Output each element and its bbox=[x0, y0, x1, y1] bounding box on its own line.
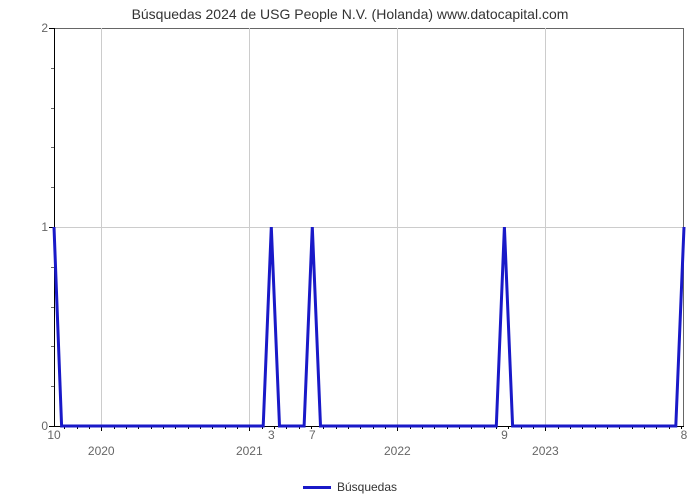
x-tick-label: 2021 bbox=[236, 444, 263, 458]
legend-swatch bbox=[303, 486, 331, 489]
chart-title: Búsquedas 2024 de USG People N.V. (Holan… bbox=[0, 6, 700, 22]
line-chart: Búsquedas 2024 de USG People N.V. (Holan… bbox=[0, 0, 700, 500]
x-tick-label: 2023 bbox=[532, 444, 559, 458]
y-tick-label: 0 bbox=[8, 419, 48, 433]
legend: Búsquedas bbox=[0, 480, 700, 494]
legend-label: Búsquedas bbox=[337, 480, 397, 494]
data-point-label: 10 bbox=[47, 428, 60, 442]
series-line bbox=[54, 28, 684, 426]
data-point-label: 8 bbox=[681, 428, 688, 442]
x-tick-label: 2020 bbox=[88, 444, 115, 458]
data-point-label: 3 bbox=[268, 428, 275, 442]
y-tick-label: 2 bbox=[8, 21, 48, 35]
y-tick-mark bbox=[49, 426, 54, 427]
data-point-label: 7 bbox=[309, 428, 316, 442]
y-tick-label: 1 bbox=[8, 220, 48, 234]
data-point-label: 9 bbox=[501, 428, 508, 442]
x-tick-label: 2022 bbox=[384, 444, 411, 458]
x-minor-tick bbox=[508, 426, 509, 429]
